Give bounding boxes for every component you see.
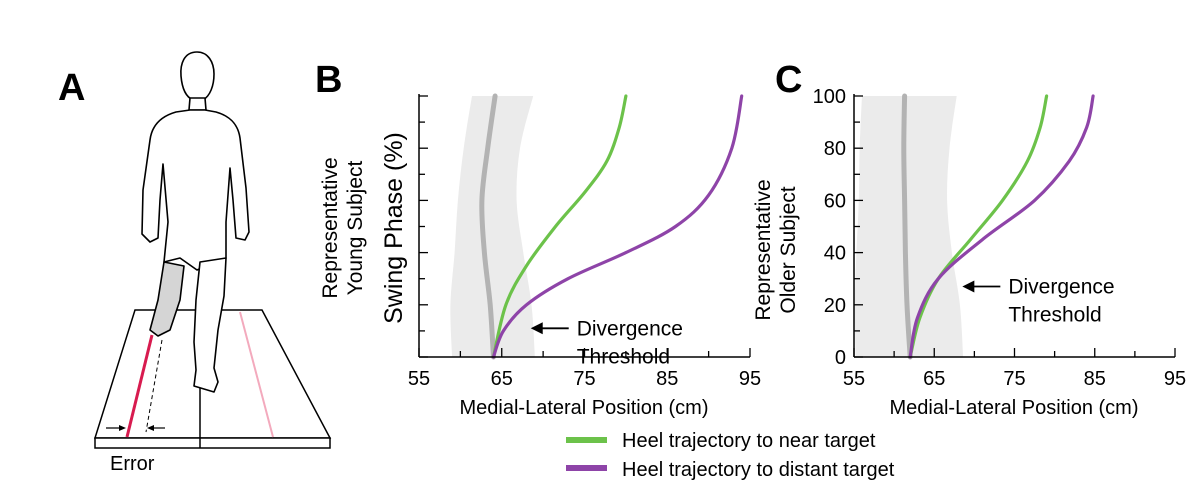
panel-b-x-tick-label: 95 [739, 368, 761, 390]
near-target-line [125, 334, 154, 438]
panel-b-annotation-line2: Threshold [577, 345, 670, 368]
panel-b-mean-trajectory [479, 93, 498, 360]
panel-b-series-distant [491, 94, 744, 359]
panel-b-x-tick-label: 55 [408, 368, 430, 390]
panel-c-plot: 0 20 40 60 80 100 55 65 75 85 95 Divergence Threshol… [813, 86, 1187, 390]
error-arrowhead-left [119, 425, 126, 431]
panel-c-x-tick-label: 85 [1084, 368, 1106, 390]
panel-c-xlabel: Medial-Lateral Position (cm) [890, 397, 1139, 419]
panel-c-y-tick-label: 20 [824, 295, 846, 317]
panel-c-x-tick-label: 95 [1164, 368, 1186, 390]
panel-c-ylabel-sub1: Representative [752, 179, 775, 320]
panel-b-ylabel-sub1: Representative [319, 157, 342, 298]
panel-a: A Error [58, 51, 332, 475]
panel-c-series-near [908, 94, 1049, 359]
panel-c-annotation-line1: Divergence [1008, 276, 1114, 299]
panel-c-x-tick-label: 75 [1003, 368, 1025, 390]
error-label: Error [110, 453, 155, 475]
panel-c-annotation-line2: Threshold [1008, 304, 1101, 327]
panel-c-letter: C [775, 59, 802, 101]
panel-b-x-tick-label: 65 [491, 368, 513, 390]
panel-b-x-tick-label: 85 [656, 368, 678, 390]
panel-b-x-tick-label: 75 [573, 368, 595, 390]
heel-path-dashed [145, 339, 163, 433]
panel-b-annotation-line1: Divergence [577, 317, 683, 340]
panel-c-x-tick-label: 55 [843, 368, 865, 390]
panel-b-plot: 55 65 75 85 95 Divergence Threshold [408, 93, 761, 390]
error-arrowhead-right [147, 425, 154, 431]
panel-c-variability-band [854, 96, 964, 357]
panel-b-xlabel: Medial-Lateral Position (cm) [460, 397, 709, 419]
legend: Heel trajectory to near target Heel traj… [566, 430, 895, 481]
legend-near-label: Heel trajectory to near target [622, 430, 876, 452]
panel-c-y-tick-label: 40 [824, 243, 846, 265]
panel-c-mean-trajectory [901, 93, 913, 360]
panel-b-series-near [491, 94, 628, 359]
panel-c-y-tick-label: 80 [824, 138, 846, 160]
panel-c-ylabel-sub2: Older Subject [777, 186, 800, 313]
panel-c-y-tick-label: 60 [824, 190, 846, 212]
panel-c-annotation-arrowhead [962, 280, 975, 293]
panel-b-letter: B [315, 59, 342, 101]
walkway-edge [94, 437, 331, 449]
panel-b: B 55 65 75 85 95 Divergence Threshold Swing Ph… [315, 59, 761, 419]
panel-c-x-tick-label: 65 [923, 368, 945, 390]
panel-c-series-distant [908, 94, 1095, 359]
panel-a-letter: A [58, 67, 85, 109]
panel-b-ylabel-main: Swing Phase (%) [380, 132, 408, 324]
legend-distant-label: Heel trajectory to distant target [622, 459, 895, 481]
panel-b-ylabel-sub2: Young Subject [344, 161, 367, 296]
panel-b-variability-band [450, 96, 535, 357]
panel-c-y-tick-label: 100 [813, 86, 846, 108]
distant-target-line [239, 311, 274, 438]
walking-person-icon [141, 51, 250, 393]
panel-b-annotation-arrowhead [530, 322, 543, 335]
panel-c: C 0 20 40 60 80 100 55 65 75 85 95 Divergence Thresh… [752, 59, 1186, 419]
panel-c-y-tick-label: 0 [835, 347, 846, 369]
